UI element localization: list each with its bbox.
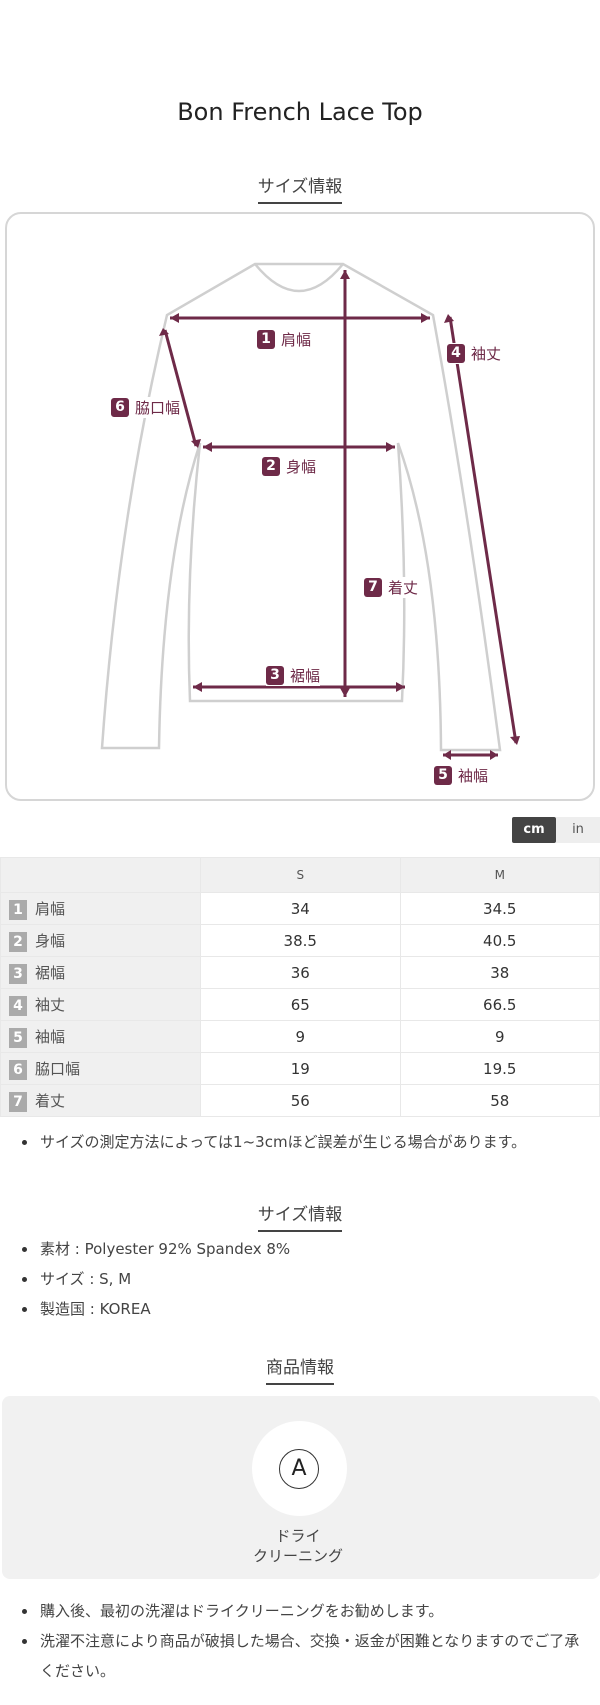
size-value: 38 [399,956,600,989]
info-size: サイズ : S, M [20,1264,290,1294]
size-value: 19 [200,1052,401,1085]
label-shoulder: 1 肩幅 [257,329,312,350]
row-label: 5 袖幅 [0,1020,201,1053]
care-note: 洗濯不注意により商品が破損した場合、交換・返金が困難となりますのでご了承ください… [20,1626,580,1686]
size-value: 56 [200,1084,401,1117]
size-value: 40.5 [399,924,600,957]
care-note: 購入後、最初の洗濯はドライクリーニングをお勧めします。 [20,1596,580,1626]
table-row: 2 身幅 38.5 40.5 [0,924,600,957]
table-row: 5 袖幅 9 9 [0,1020,600,1053]
care-notes: 購入後、最初の洗濯はドライクリーニングをお勧めします。 洗濯不注意により商品が破… [20,1596,580,1686]
size-value: 9 [200,1020,401,1053]
armhole-arrow [163,329,198,447]
diagram-frame [5,212,595,801]
care-panel: A ドライ クリーニング [2,1396,600,1579]
info-material: 素材 : Polyester 92% Spandex 8% [20,1234,290,1264]
table-row: 6 脇口幅 19 19.5 [0,1052,600,1085]
size-note: サイズの測定方法によっては1~3cmほど誤差が生じる場合があります。 [20,1127,526,1157]
product-info-heading: 商品情報 [0,1353,600,1385]
label-hem: 3 裾幅 [266,665,321,686]
row-label: 6 脇口幅 [0,1052,201,1085]
sleeve-length-arrow [448,316,518,744]
label-armhole: 6 脇口幅 [111,397,181,418]
table-row: 1 肩幅 34 34.5 [0,892,600,925]
size-value: 19.5 [399,1052,600,1085]
size-diagram: 1 肩幅 2 身幅 3 裾幅 4 袖丈 5 袖幅 6 脇口幅 7 着丈 [0,0,600,820]
row-label: 3 裾幅 [0,956,201,989]
size-value: 36 [200,956,401,989]
size-value: 58 [399,1084,600,1117]
table-row: 4 袖丈 65 66.5 [0,988,600,1021]
label-length: 7 着丈 [364,577,419,598]
row-label: 2 身幅 [0,924,201,957]
label-chest: 2 身幅 [262,456,317,477]
row-label: 1 肩幅 [0,892,201,925]
table-row: 3 裾幅 36 38 [0,956,600,989]
size-value: 9 [399,1020,600,1053]
row-label: 7 着丈 [0,1084,201,1117]
unit-in-button[interactable]: in [556,817,600,843]
size-note-list: サイズの測定方法によっては1~3cmほど誤差が生じる場合があります。 [20,1127,526,1157]
label-sleeve-length: 4 袖丈 [447,343,502,364]
garment-outline [100,262,502,752]
product-title: Bon French Lace Top [177,98,423,126]
size-value: 34 [200,892,401,925]
care-icon-circle: A [252,1421,347,1516]
info-origin: 製造国 : KOREA [20,1294,290,1324]
size-section-heading: サイズ情報 [0,172,600,204]
row-label: 4 袖丈 [0,988,201,1021]
table-row: 7 着丈 56 58 [0,1084,600,1117]
care-label: ドライ クリーニング [252,1527,343,1565]
unit-toggle: cm in [512,817,600,843]
unit-cm-button[interactable]: cm [512,817,556,843]
dry-clean-icon: A [279,1449,319,1489]
garment-illustration [100,262,520,760]
size-value: 66.5 [399,988,600,1021]
info-list: 素材 : Polyester 92% Spandex 8% サイズ : S, M… [20,1234,290,1324]
size-value: 65 [200,988,401,1021]
info-section-heading: サイズ情報 [0,1200,600,1232]
label-sleeve-width: 5 袖幅 [434,765,489,786]
size-value: 34.5 [399,892,600,925]
size-value: 38.5 [200,924,401,957]
